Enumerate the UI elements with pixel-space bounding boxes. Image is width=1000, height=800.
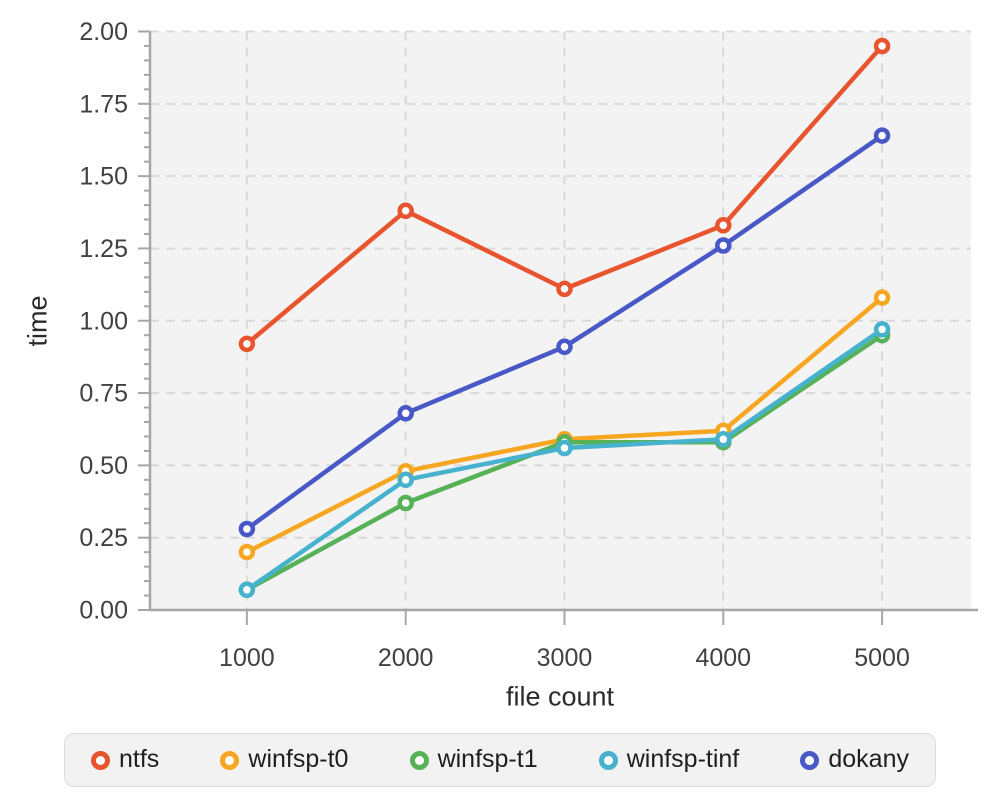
legend-label: ntfs [119,744,160,773]
data-point-winfsp-tinf [238,581,256,599]
legend-label: winfsp-tinf [626,744,740,773]
legend-label: winfsp-t1 [437,744,538,773]
legend-item-ntfs: ntfs [91,744,160,774]
y-tick-label: 1.75 [79,90,128,118]
y-tick-label: 0.50 [79,452,128,480]
y-axis-title: time [22,295,53,347]
legend-marker-icon [800,750,820,770]
data-point-ntfs [556,280,573,298]
data-point-ntfs [873,37,891,55]
data-point-ntfs [397,202,414,220]
legend: ntfs winfsp-t0 winfsp-t1 winfsp-tinf dokany [64,733,936,787]
legend-marker-icon [91,750,110,770]
data-point-dokany [873,127,891,144]
data-point-dokany [715,237,732,254]
legend-item-winfsp-t0: winfsp-t0 [220,744,349,774]
y-tick-label: 1.50 [79,163,128,191]
legend-label: winfsp-t0 [248,744,349,773]
data-point-winfsp-t0 [238,543,256,561]
legend-marker-icon [220,750,240,770]
series-winfsp-tinf [238,321,891,599]
data-point-dokany [556,338,573,356]
y-tick-label: 0.25 [79,524,128,552]
data-point-winfsp-t1 [397,494,414,512]
data-point-ntfs [238,335,256,353]
x-tick-label: 4000 [695,644,751,672]
series-dokany [238,127,891,538]
data-point-winfsp-tinf [556,439,573,457]
legend-label: dokany [828,744,909,773]
legend-item-winfsp-t1: winfsp-t1 [409,744,538,774]
y-ticks [138,30,150,611]
series-ntfs [238,37,891,353]
x-tick-label: 5000 [854,644,910,672]
data-point-winfsp-tinf [397,471,414,489]
y-tick-label: 1.00 [79,307,128,335]
data-point-ntfs [715,217,732,234]
x-ticks [245,610,884,625]
legend-item-dokany: dokany [800,744,909,774]
data-point-winfsp-t0 [873,289,891,306]
legend-marker-icon [409,750,429,770]
legend-item-winfsp-tinf: winfsp-tinf [598,744,740,774]
legend-marker-icon [598,750,618,770]
y-tick-label: 0.75 [79,380,128,408]
data-point-winfsp-tinf [873,321,891,338]
y-tick-label: 1.25 [79,235,128,263]
data-point-dokany [238,520,256,538]
y-tick-label: 0.00 [79,597,128,625]
x-tick-label: 2000 [378,644,434,672]
y-tick-label: 2.00 [79,18,128,46]
x-axis-title: file count [505,681,615,712]
x-tick-label: 3000 [537,644,593,672]
x-tick-labels: 1000 2000 3000 4000 5000 [219,644,910,672]
y-tick-labels: 0.00 0.25 0.50 0.75 1.00 1.25 1.50 1.75 2.00 [79,18,128,625]
data-point-dokany [397,405,414,422]
x-tick-label: 1000 [219,644,275,672]
data-point-winfsp-tinf [715,431,732,448]
